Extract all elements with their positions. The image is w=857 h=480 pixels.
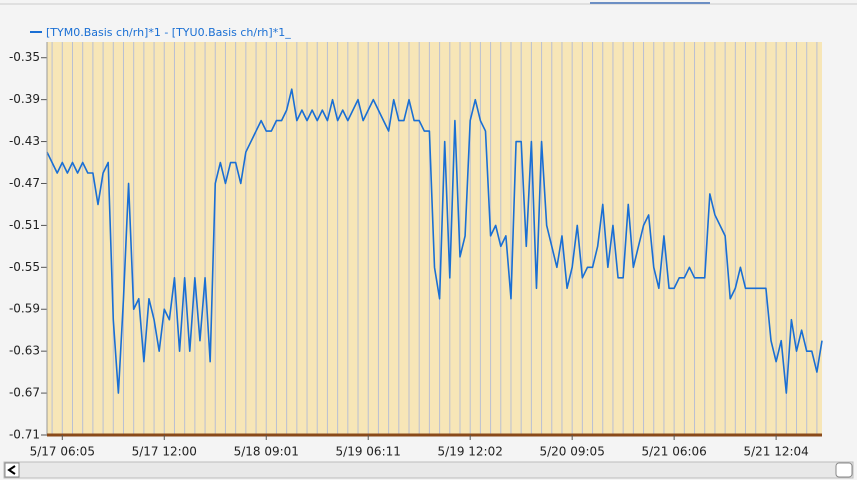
x-tick-label: 5/21 12:04	[743, 445, 808, 459]
marks	[46, 88, 823, 394]
y-tick-label: -0.63	[9, 344, 40, 358]
x-tick-label: 5/17 12:00	[132, 445, 197, 459]
x-tick-label: 5/21 06:06	[641, 445, 706, 459]
y-tick-label: -0.43	[9, 134, 40, 148]
y-tick-label: -0.35	[9, 50, 40, 64]
x-tick-label: 5/18 09:01	[234, 445, 299, 459]
y-tick-label: -0.67	[9, 386, 40, 400]
x-tick-label: 5/19 06:11	[336, 445, 401, 459]
y-tick-label: -0.51	[9, 218, 40, 232]
series-line	[46, 88, 823, 394]
x-tick-label: 5/19 12:02	[438, 445, 503, 459]
scrollbar[interactable]	[3, 461, 854, 479]
y-tick-label: -0.71	[9, 428, 40, 442]
grid	[51, 42, 818, 435]
y-tick-label: -0.55	[9, 260, 40, 274]
y-tick-label: -0.47	[9, 176, 40, 190]
scroll-thumb[interactable]	[835, 462, 853, 478]
x-tick-label: 5/17 06:05	[30, 445, 95, 459]
scroll-left[interactable]	[4, 462, 20, 478]
plot-area	[47, 42, 822, 435]
scroll-left-icon	[7, 465, 16, 475]
x-tick-label: 5/20 09:05	[539, 445, 604, 459]
y-tick-label: -0.39	[9, 92, 40, 106]
y-tick-label: -0.59	[9, 302, 40, 316]
legend-label: [TYM0.Basis ch/rh]*1 - [TYU0.Basis ch/rh…	[46, 26, 291, 39]
